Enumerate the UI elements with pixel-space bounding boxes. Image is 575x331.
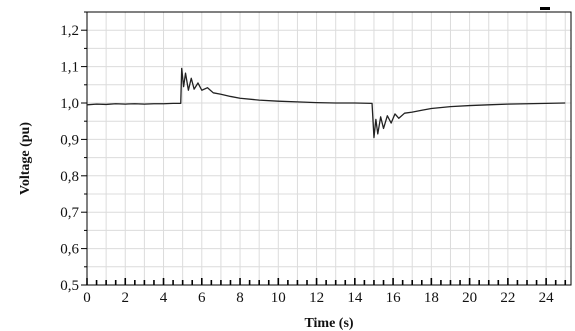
y-tick-label: 0,8 [60,169,79,185]
x-tick-label: 20 [462,290,477,306]
corner-mark [540,7,550,10]
x-tick-label: 2 [122,290,130,306]
series-layer [86,67,566,139]
y-tick-label: 1,0 [60,96,79,112]
x-tick-label: 10 [271,290,286,306]
x-tick-label: 24 [539,290,555,306]
y-tick-label: 0,5 [60,278,79,294]
y-tick-label: 0,6 [60,242,79,258]
x-tick-label: 6 [198,290,206,306]
x-tick-labels: 0 2 4 6 8 10 12 14 16 18 20 22 24 [83,290,554,306]
x-tick-label: 8 [236,290,244,306]
x-tick-label: 18 [424,290,439,306]
series-line [86,67,566,139]
y-tick-label: 0,9 [60,132,79,148]
y-tick-label: 1,2 [60,23,79,39]
y-tick-labels: 0,5 0,6 0,7 0,8 0,9 1,0 1,1 1,2 [60,23,79,294]
x-tick-label: 22 [500,290,515,306]
x-axis-title: Time (s) [304,316,353,331]
x-tick-label: 12 [309,290,324,306]
y-tick-label: 1,1 [60,60,79,76]
x-tick-label: 4 [160,290,168,306]
y-tick-label: 0,7 [60,205,79,221]
x-tick-label: 14 [347,290,363,306]
plot-area-frame [86,11,572,286]
grid [87,12,571,285]
x-tick-label: 16 [386,290,402,306]
x-tick-label: 0 [83,290,91,306]
axis-ticks [81,11,567,286]
y-axis-title: Voltage (pu) [18,122,33,195]
